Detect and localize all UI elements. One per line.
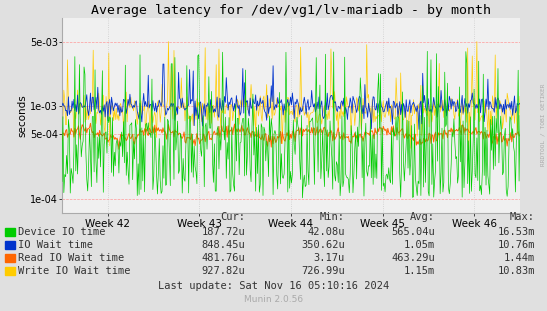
Text: 350.62u: 350.62u xyxy=(301,240,345,250)
Text: 16.53m: 16.53m xyxy=(498,227,535,237)
Text: Max:: Max: xyxy=(510,212,535,222)
Text: Read IO Wait time: Read IO Wait time xyxy=(18,253,124,263)
Text: RRDTOOL / TOBI OETIKER: RRDTOOL / TOBI OETIKER xyxy=(541,83,546,166)
Text: 1.05m: 1.05m xyxy=(404,240,435,250)
Text: 463.29u: 463.29u xyxy=(391,253,435,263)
Y-axis label: seconds: seconds xyxy=(17,94,27,137)
Text: Cur:: Cur: xyxy=(220,212,245,222)
Text: 481.76u: 481.76u xyxy=(201,253,245,263)
Text: Last update: Sat Nov 16 05:10:16 2024: Last update: Sat Nov 16 05:10:16 2024 xyxy=(158,281,389,291)
Title: Average latency for /dev/vg1/lv-mariadb - by month: Average latency for /dev/vg1/lv-mariadb … xyxy=(91,4,491,17)
Text: 1.15m: 1.15m xyxy=(404,266,435,276)
Text: 10.76m: 10.76m xyxy=(498,240,535,250)
Text: Munin 2.0.56: Munin 2.0.56 xyxy=(244,295,303,304)
Text: 927.82u: 927.82u xyxy=(201,266,245,276)
Text: 187.72u: 187.72u xyxy=(201,227,245,237)
Text: 1.44m: 1.44m xyxy=(504,253,535,263)
Text: Avg:: Avg: xyxy=(410,212,435,222)
Text: 10.83m: 10.83m xyxy=(498,266,535,276)
Text: 42.08u: 42.08u xyxy=(307,227,345,237)
Text: IO Wait time: IO Wait time xyxy=(18,240,93,250)
Text: 726.99u: 726.99u xyxy=(301,266,345,276)
Text: Device IO time: Device IO time xyxy=(18,227,106,237)
Text: 848.45u: 848.45u xyxy=(201,240,245,250)
Text: Write IO Wait time: Write IO Wait time xyxy=(18,266,131,276)
Text: Min:: Min: xyxy=(320,212,345,222)
Text: 3.17u: 3.17u xyxy=(314,253,345,263)
Text: 565.04u: 565.04u xyxy=(391,227,435,237)
